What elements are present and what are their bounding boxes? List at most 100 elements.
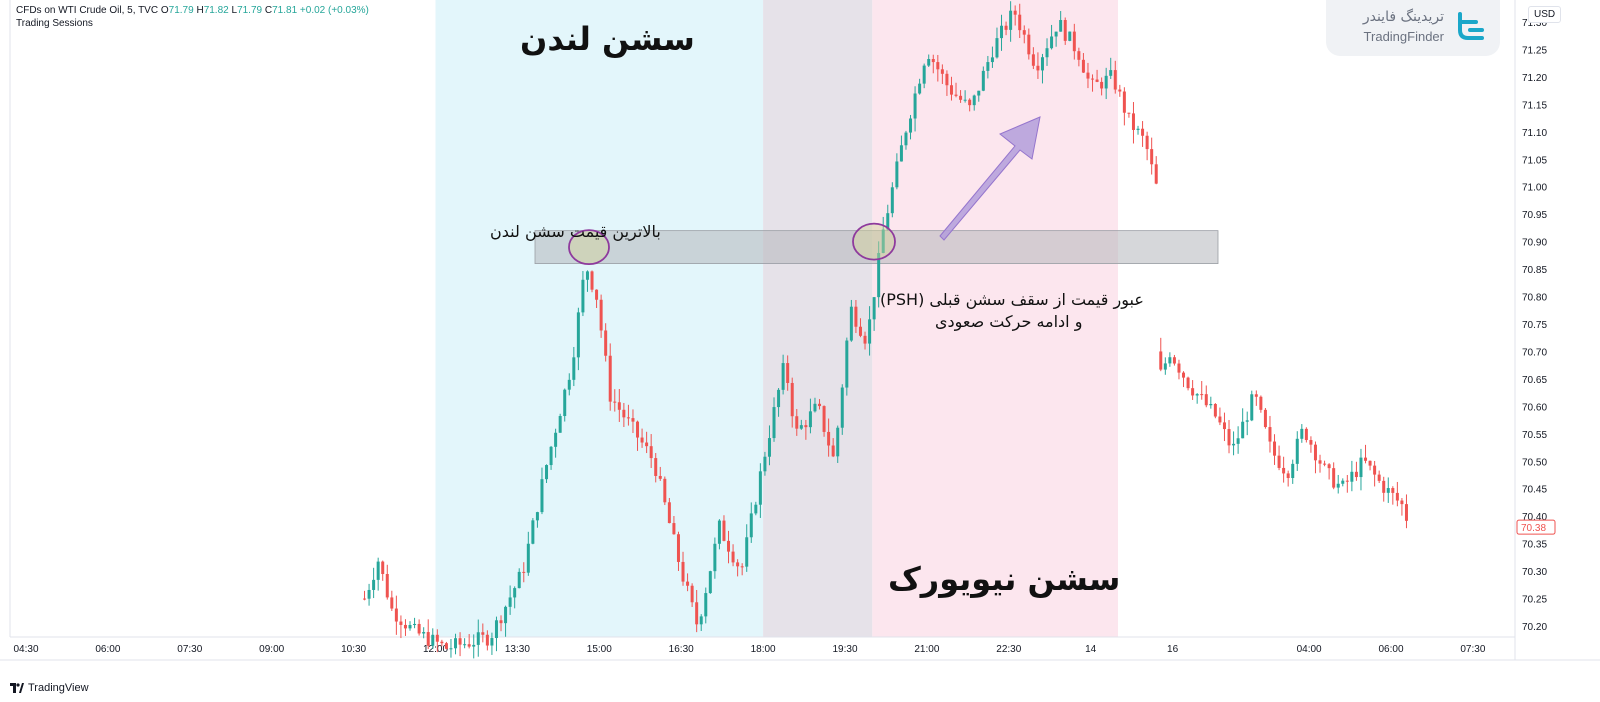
candle-up xyxy=(845,340,849,388)
candle-down xyxy=(522,571,526,573)
candle-up xyxy=(367,589,371,599)
candle-down xyxy=(481,632,485,635)
candle-down xyxy=(390,597,394,609)
candle-down xyxy=(1309,440,1313,445)
candle-down xyxy=(1263,409,1267,428)
candle-down xyxy=(444,643,448,649)
candle-up xyxy=(1350,471,1354,482)
candle-up xyxy=(890,187,894,214)
candle-up xyxy=(927,59,931,66)
candle-down xyxy=(1131,113,1135,130)
candle-up xyxy=(808,411,812,428)
tradingview-label: TradingView xyxy=(28,682,89,694)
candle-down xyxy=(1323,463,1327,465)
candle-up xyxy=(904,132,908,146)
candle-up xyxy=(549,446,553,466)
candle-down xyxy=(1354,471,1358,478)
symbol-name[interactable]: CFDs on WTI Crude Oil, 5, TVC xyxy=(16,5,159,16)
high-label: H xyxy=(196,5,204,16)
candle-up xyxy=(754,504,758,514)
candle-up xyxy=(713,543,717,572)
candle-down xyxy=(727,540,731,552)
candle-down xyxy=(1077,51,1081,60)
x-tick-label: 04:30 xyxy=(13,644,38,655)
candle-up xyxy=(1359,457,1363,478)
candle-down xyxy=(1154,164,1158,184)
candle-down xyxy=(440,641,444,644)
candle-down xyxy=(1150,149,1154,165)
y-tick-label: 70.90 xyxy=(1522,238,1547,249)
y-tick-label: 70.35 xyxy=(1522,540,1547,551)
y-tick-label: 71.05 xyxy=(1522,155,1547,166)
candle-up xyxy=(1050,36,1054,49)
candle-up xyxy=(836,427,840,457)
candle-down xyxy=(954,94,958,96)
tradingview-logo-icon xyxy=(10,683,24,693)
candle-up xyxy=(494,620,498,639)
candle-up xyxy=(1295,438,1299,464)
y-tick-label: 70.75 xyxy=(1522,320,1547,331)
x-tick-label: 07:30 xyxy=(177,644,202,655)
candle-up xyxy=(554,432,558,447)
breakout-circle xyxy=(852,222,896,261)
indicator-label[interactable]: Trading Sessions xyxy=(16,18,93,29)
candle-up xyxy=(749,513,753,538)
candle-down xyxy=(385,574,389,598)
candle-down xyxy=(1400,500,1404,505)
candle-down xyxy=(740,566,744,568)
candle-down xyxy=(1277,455,1281,468)
london-high-circle xyxy=(568,229,610,266)
candle-up xyxy=(1068,31,1072,41)
candle-down xyxy=(394,608,398,622)
close-value: 71.81 xyxy=(272,5,298,16)
chart-legend: CFDs on WTI Crude Oil, 5, TVC O71.79 H71… xyxy=(16,5,369,16)
candle-up xyxy=(413,623,417,626)
candle-up xyxy=(576,312,580,358)
candle-up xyxy=(849,306,853,341)
candle-up xyxy=(840,387,844,428)
candle-down xyxy=(1204,394,1208,406)
psh-zone xyxy=(534,230,1219,264)
candle-up xyxy=(585,271,589,280)
y-tick-label: 70.55 xyxy=(1522,430,1547,441)
candle-down xyxy=(931,59,935,63)
candle-up xyxy=(1045,48,1049,58)
candle-up xyxy=(1168,357,1172,364)
candle-down xyxy=(1227,429,1231,446)
candle-up xyxy=(1163,363,1167,370)
candle-down xyxy=(681,561,685,582)
candle-down xyxy=(1377,474,1381,481)
candle-down xyxy=(804,425,808,428)
candle-down xyxy=(1031,54,1035,66)
tradingfinder-watermark: تریدینگ فایندر TradingFinder xyxy=(1326,0,1500,56)
candle-up xyxy=(1195,394,1199,396)
x-tick-label: 22:30 xyxy=(996,644,1021,655)
y-tick-label: 70.70 xyxy=(1522,347,1547,358)
candle-up xyxy=(563,389,567,417)
candle-down xyxy=(1222,422,1226,430)
candle-up xyxy=(799,425,803,429)
candle-down xyxy=(1186,377,1190,389)
candle-down xyxy=(1095,79,1099,82)
candle-up xyxy=(504,606,508,624)
candle-down xyxy=(608,355,612,402)
candle-down xyxy=(1100,81,1104,89)
y-tick-label: 70.45 xyxy=(1522,485,1547,496)
candle-up xyxy=(526,543,530,573)
candle-down xyxy=(645,442,649,447)
candle-down xyxy=(403,624,407,629)
x-tick-label: 15:00 xyxy=(587,644,612,655)
candle-down xyxy=(1268,427,1272,442)
candle-up xyxy=(1232,443,1236,446)
candle-down xyxy=(1213,404,1217,417)
candle-up xyxy=(913,93,917,119)
candle-up xyxy=(777,389,781,408)
tradingfinder-logo-icon xyxy=(1458,12,1484,40)
currency-badge[interactable]: USD xyxy=(1528,6,1562,23)
candle-up xyxy=(535,512,539,521)
candle-up xyxy=(1241,421,1245,439)
candle-down xyxy=(499,620,503,624)
y-tick-label: 71.15 xyxy=(1522,100,1547,111)
candle-up xyxy=(1136,128,1140,130)
